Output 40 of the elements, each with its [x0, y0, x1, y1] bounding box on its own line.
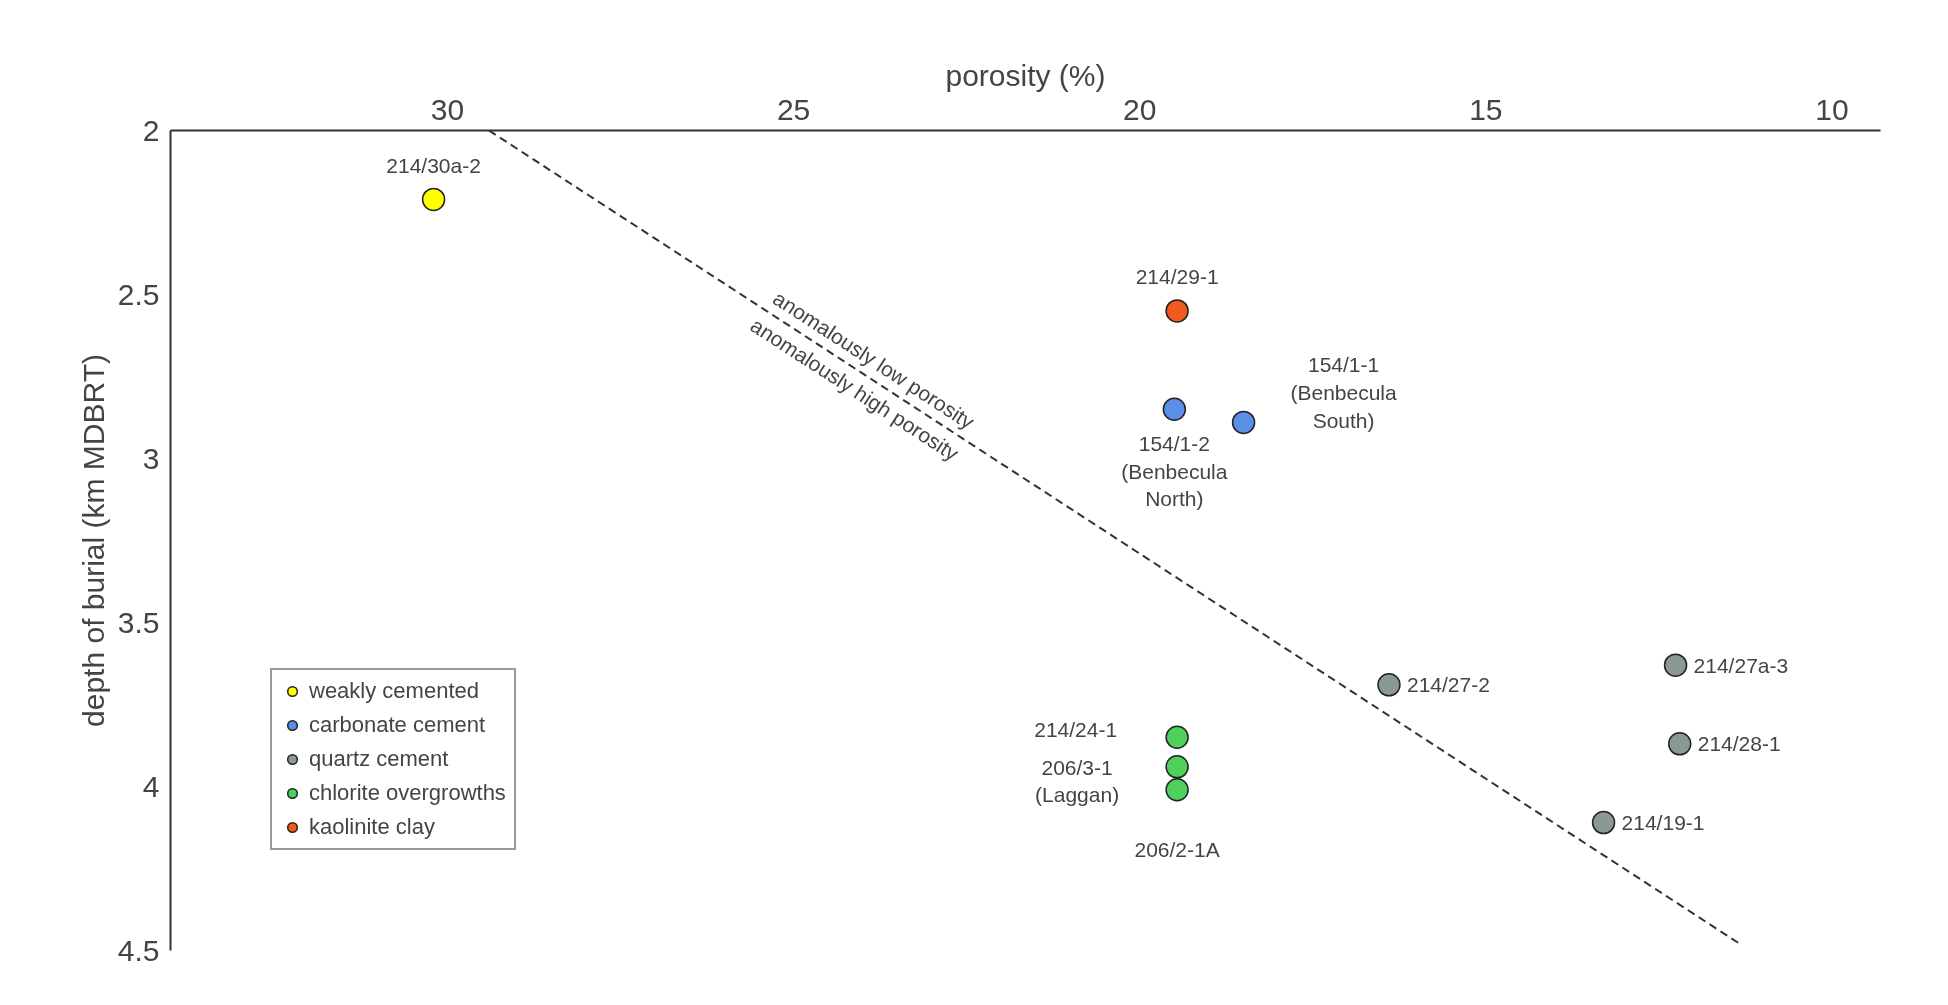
annotation: 154/1-1 (Benbecula South) [1290, 353, 1398, 432]
x-axis-title: porosity (%) [945, 58, 1106, 92]
y-tick-label: 2 [142, 113, 160, 147]
point [421, 187, 446, 212]
point [1231, 410, 1256, 435]
y-axis-title: depth of burial (km MDBRT) [76, 354, 110, 727]
annotation: 214/27-2 [1406, 673, 1490, 697]
annotation: 206/2-1A [1134, 838, 1220, 862]
annotation: 154/1-2 (Benbecula North) [1121, 432, 1228, 511]
annotation: 206/3-1 (Laggan) [1035, 755, 1120, 807]
annotation: 214/28-1 [1697, 732, 1781, 756]
x-tick-label: 25 [776, 92, 811, 126]
y-tick-label: 3 [142, 441, 160, 475]
y-tick-label: 2.5 [117, 277, 160, 311]
x-tick-label: 15 [1469, 92, 1503, 126]
point [1667, 732, 1692, 756]
legend-label: weakly cemented [309, 678, 479, 704]
point [1591, 810, 1616, 835]
point [1165, 725, 1189, 750]
point [1162, 397, 1187, 422]
annotation: 214/19-1 [1621, 811, 1705, 835]
legend-label: quartz cement [309, 746, 449, 772]
y-tick-label: 4.5 [117, 933, 160, 967]
legend-label: chlorite overgrowths [309, 780, 506, 806]
annotation: 214/24-1 [1034, 717, 1118, 741]
x-tick-label: 20 [1123, 92, 1157, 126]
annotation: 214/30a-2 [386, 153, 481, 177]
annotation: 214/29-1 [1135, 265, 1219, 289]
point [1663, 653, 1688, 677]
point [1165, 778, 1189, 802]
x-tick-label: 30 [430, 92, 465, 126]
point [1165, 755, 1189, 779]
y-tick-label: 3.5 [117, 605, 160, 639]
point [1165, 299, 1189, 323]
y-tick-label: 4 [142, 769, 160, 803]
annotation: 214/27a-3 [1693, 653, 1789, 677]
point [1377, 673, 1401, 697]
legend-label: carbonate cement [309, 712, 486, 738]
legend-label: kaolinite clay [309, 814, 435, 840]
x-tick-label: 10 [1815, 92, 1849, 126]
